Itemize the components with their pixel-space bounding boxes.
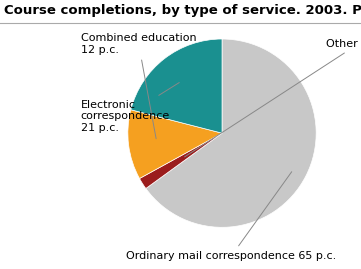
- Text: Electronic
correspondence
21 p.c.: Electronic correspondence 21 p.c.: [81, 83, 179, 133]
- Wedge shape: [139, 133, 222, 189]
- Text: Combined education
12 p.c.: Combined education 12 p.c.: [81, 33, 196, 139]
- Wedge shape: [131, 39, 222, 133]
- Wedge shape: [146, 39, 316, 227]
- Text: Course completions, by type of service. 2003. Percentage: Course completions, by type of service. …: [4, 4, 361, 17]
- Wedge shape: [128, 110, 222, 179]
- Text: Other 2 p.c.: Other 2 p.c.: [184, 39, 361, 157]
- Text: Ordinary mail correspondence 65 p.c.: Ordinary mail correspondence 65 p.c.: [126, 172, 336, 261]
